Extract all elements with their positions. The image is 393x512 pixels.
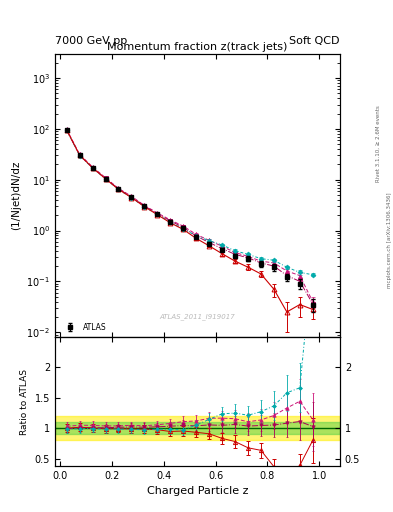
Y-axis label: Ratio to ATLAS: Ratio to ATLAS	[20, 369, 29, 435]
X-axis label: Charged Particle z: Charged Particle z	[147, 486, 248, 496]
Y-axis label: (1/Njet)dN/dz: (1/Njet)dN/dz	[11, 161, 21, 230]
Text: Rivet 3.1.10, ≥ 2.6M events: Rivet 3.1.10, ≥ 2.6M events	[376, 105, 380, 182]
Text: 7000 GeV pp: 7000 GeV pp	[55, 36, 127, 46]
Text: Soft QCD: Soft QCD	[290, 36, 340, 46]
Text: mcplots.cern.ch [arXiv:1306.3436]: mcplots.cern.ch [arXiv:1306.3436]	[387, 193, 391, 288]
Legend: ATLAS: ATLAS	[59, 321, 108, 333]
Bar	[55, 422, 340, 434]
Title: Momentum fraction z(track jets): Momentum fraction z(track jets)	[107, 41, 288, 52]
Text: ATLAS_2011_I919017: ATLAS_2011_I919017	[160, 313, 235, 320]
Bar	[55, 416, 340, 440]
